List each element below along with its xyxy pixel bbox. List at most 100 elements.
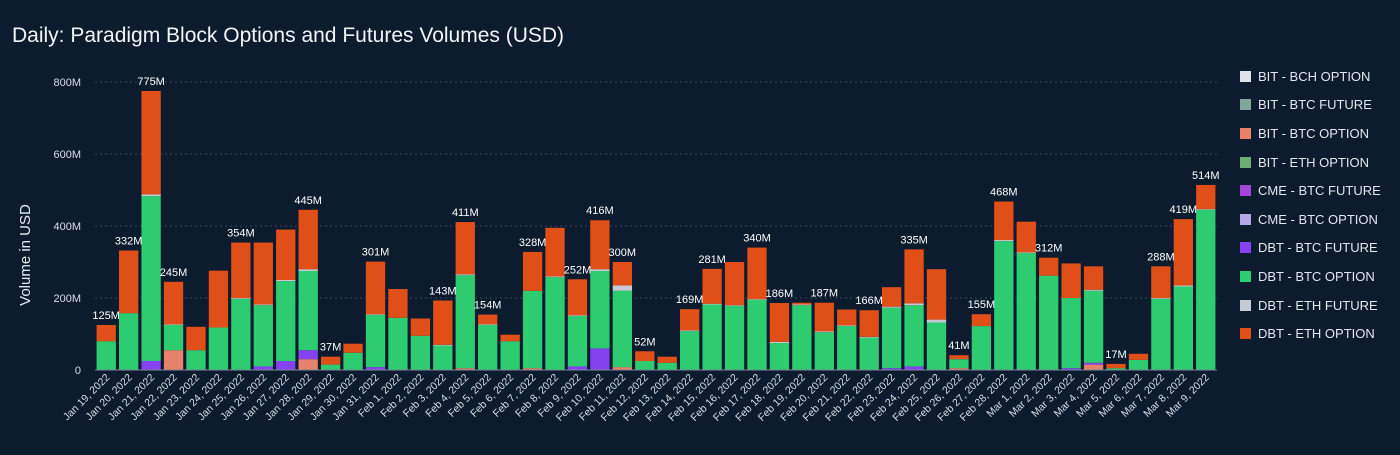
bar-segment — [208, 327, 229, 370]
bar-segment — [298, 271, 318, 351]
bar-segment — [231, 298, 251, 299]
legend-label: BIT - BCH OPTION — [1258, 68, 1371, 84]
bar-total-label: 514M — [1192, 170, 1220, 182]
bar-segment — [881, 287, 902, 307]
bar-segment — [1173, 219, 1193, 286]
bar-segment — [141, 194, 161, 197]
legend-label: BIT - BTC FUTURE — [1258, 97, 1372, 113]
legend-item[interactable]: DBT - ETH FUTURE — [1240, 291, 1381, 320]
bar-segment — [433, 345, 453, 370]
bar-total-label: 312M — [1035, 243, 1063, 255]
bar-segment — [881, 306, 902, 308]
legend-swatch — [1240, 156, 1251, 168]
bar-segment — [1083, 290, 1104, 363]
bar-segment — [724, 262, 745, 306]
bar-segment — [343, 352, 363, 370]
y-tick-label: 400M — [53, 221, 81, 233]
bar-segment — [298, 359, 318, 370]
bar-segment — [119, 250, 139, 314]
legend-item[interactable]: CME - BTC OPTION — [1240, 205, 1381, 234]
bar-segment — [276, 229, 296, 280]
bar-segment — [163, 324, 184, 325]
legend-item[interactable]: BIT - BTC FUTURE — [1240, 91, 1381, 120]
bar-segment — [1016, 253, 1036, 370]
bar-total-label: 166M — [855, 295, 883, 307]
bar-segment — [949, 368, 969, 370]
bar-total-label: 354M — [227, 228, 255, 240]
bar-segment — [1196, 209, 1216, 210]
bar-segment — [433, 344, 453, 346]
bar-segment — [410, 335, 431, 370]
bar-segment — [769, 341, 790, 343]
bar-segment — [1016, 221, 1036, 253]
bar-segment — [747, 247, 767, 300]
y-tick-label: 200M — [53, 293, 81, 305]
bar-segment — [1083, 362, 1104, 365]
bar-segment — [298, 350, 318, 360]
bar-segment — [1061, 263, 1081, 298]
bar-total-label: 332M — [115, 236, 143, 248]
chart-title: Daily: Paradigm Block Options and Future… — [12, 24, 565, 47]
bar-segment — [881, 368, 902, 370]
bar-segment — [904, 303, 924, 306]
bar-segment — [567, 316, 588, 367]
y-tick-label: 0 — [75, 365, 81, 377]
bar-segment — [186, 326, 206, 351]
legend-label: DBT - BTC OPTION — [1258, 268, 1375, 284]
bar-segment — [365, 314, 386, 368]
bar-total-label: 155M — [968, 299, 996, 311]
bar-segment — [455, 274, 475, 276]
bar-segment — [769, 343, 790, 370]
legend: BIT - BCH OPTION BIT - BTC FUTURE BIT - BT… — [1240, 62, 1381, 348]
bar-total-label: 245M — [160, 267, 188, 279]
legend-item[interactable]: BIT - BTC OPTION — [1240, 119, 1381, 148]
bar-total-label: 340M — [743, 233, 771, 245]
bar-segment — [253, 366, 273, 370]
bar-segment — [859, 336, 879, 338]
bar-total-label: 187M — [811, 288, 839, 300]
bar-segment — [253, 242, 273, 305]
bar-segment — [1106, 368, 1126, 370]
legend-item[interactable]: DBT - ETH OPTION — [1240, 319, 1381, 348]
bar-segment — [298, 269, 318, 271]
legend-item[interactable]: BIT - BCH OPTION — [1240, 62, 1381, 91]
bar-segment — [837, 309, 857, 326]
bar-segment — [702, 268, 722, 304]
bar-segment — [680, 331, 700, 370]
bar-segment — [96, 325, 116, 342]
legend-item[interactable]: BIT - ETH OPTION — [1240, 148, 1381, 177]
bar-segment — [994, 241, 1014, 370]
bar-total-labels: 125M 332M 775M 245M 354M 445M 37M 301M 143M 411M 1… — [92, 76, 1219, 361]
bar-segment — [253, 305, 273, 367]
y-axis-title: Volume in USD — [17, 204, 34, 306]
bar-segment — [478, 325, 498, 370]
legend-item[interactable]: CME - BTC FUTURE — [1240, 176, 1381, 205]
legend-item[interactable]: DBT - BTC FUTURE — [1240, 234, 1381, 263]
bar-segment — [1173, 285, 1193, 287]
bar-segment — [1083, 364, 1104, 370]
bar-segment — [343, 343, 363, 353]
bar-segment — [612, 285, 632, 291]
bar-segment — [994, 240, 1014, 242]
bar-segment — [680, 330, 700, 332]
bar-total-label: 335M — [900, 234, 928, 246]
bar-segment — [792, 302, 812, 305]
bar-segment — [837, 325, 857, 327]
bar-segment — [702, 304, 722, 370]
bar-segment — [859, 337, 879, 370]
legend-swatch — [1240, 70, 1251, 82]
legend-label: CME - BTC OPTION — [1258, 211, 1378, 227]
bar-segment — [904, 366, 924, 370]
bar-segment — [545, 276, 565, 278]
legend-item[interactable]: DBT - BTC OPTION — [1240, 262, 1381, 291]
legend-label: DBT - ETH OPTION — [1258, 326, 1375, 342]
bar-segment — [522, 290, 543, 369]
bar-segment — [567, 279, 588, 316]
bar-segment — [814, 302, 834, 332]
bar-segment — [433, 300, 453, 345]
bar-segment — [388, 289, 408, 318]
bar-total-label: 37M — [320, 342, 341, 354]
bar-segment — [276, 280, 296, 282]
legend-swatch — [1240, 213, 1251, 225]
bar-total-label: 169M — [676, 294, 704, 306]
